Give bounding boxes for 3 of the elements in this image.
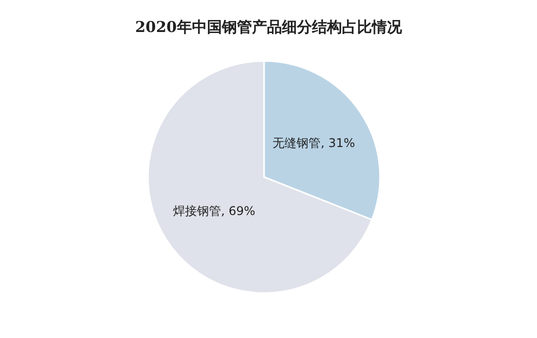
slice-label: 无缝钢管, 31% — [272, 136, 356, 150]
slice-label: 焊接钢管, 69% — [172, 204, 256, 218]
chart-title: 2020年中国钢管产品细分结构占比情况 — [135, 18, 403, 36]
